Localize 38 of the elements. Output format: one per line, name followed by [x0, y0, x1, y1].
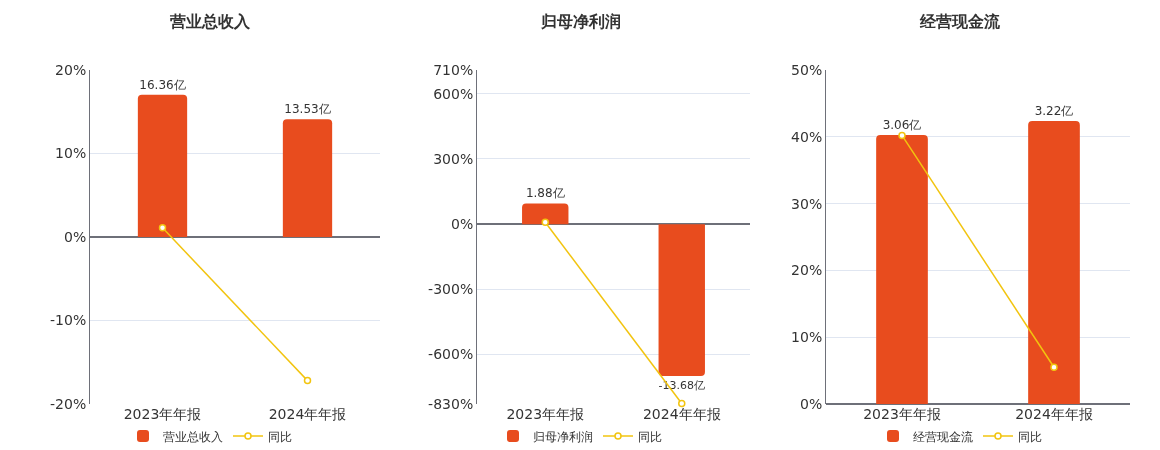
chart-title: 营业总收入	[169, 12, 251, 31]
x-tick-label: 2023年年报	[123, 406, 202, 422]
y-tick-label: -10%	[50, 312, 87, 329]
y-tick-label: -300%	[428, 280, 474, 297]
data-label: 1.88亿	[525, 186, 565, 201]
x-tick-label: 2023年年报	[863, 406, 941, 422]
legend-label: 经营现金流	[913, 429, 973, 444]
y-tick-label: 0%	[799, 395, 823, 412]
legend-label: 同比	[638, 429, 662, 444]
data-label: 3.06亿	[882, 118, 922, 133]
y-tick-label: -20%	[50, 395, 87, 412]
x-tick-label: 2024年年报	[642, 406, 721, 422]
x-tick-label: 2024年年报	[1015, 406, 1093, 422]
legend-label: 归母净利润	[533, 429, 593, 444]
data-label: 3.22亿	[1034, 103, 1074, 118]
y-tick-label: 300%	[433, 150, 474, 167]
x-tick-label: 2024年年报	[268, 406, 347, 422]
legend-label: 同比	[1018, 429, 1042, 444]
legend-label: 营业总收入	[163, 429, 223, 444]
data-label: 16.36亿	[139, 77, 186, 92]
y-tick-label: 40%	[791, 128, 823, 145]
y-tick-label: 20%	[55, 61, 87, 78]
y-tick-label: 30%	[791, 195, 823, 212]
y-tick-label: 10%	[55, 145, 87, 162]
y-tick-label: 600%	[433, 85, 474, 102]
y-tick-label: 0%	[63, 228, 87, 245]
chart-title: 归母净利润	[540, 12, 621, 31]
data-label: 13.53亿	[284, 102, 331, 117]
legend-label: 同比	[268, 429, 292, 444]
y-tick-label: 710%	[433, 61, 474, 78]
y-tick-label: -600%	[428, 346, 474, 363]
chart-title: 经营现金流	[919, 12, 1001, 31]
y-tick-label: 10%	[791, 329, 823, 346]
x-tick-label: 2023年年报	[506, 406, 585, 422]
y-tick-label: 0%	[450, 215, 474, 232]
y-tick-label: 20%	[791, 262, 823, 279]
y-tick-label: -830%	[428, 395, 474, 412]
y-tick-label: 50%	[791, 61, 823, 78]
